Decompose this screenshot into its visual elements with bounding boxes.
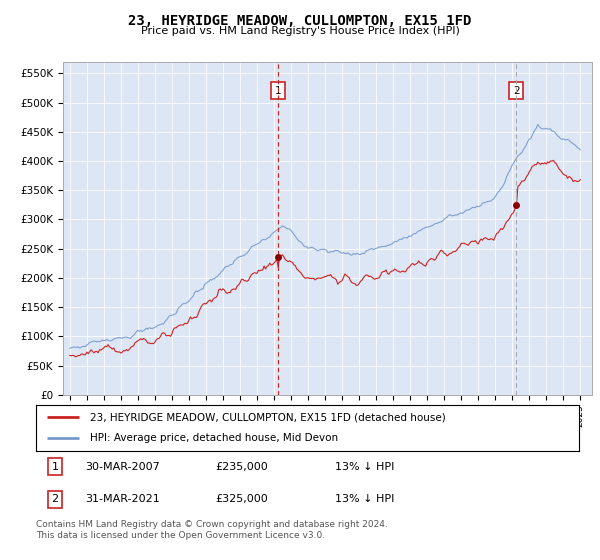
Text: 23, HEYRIDGE MEADOW, CULLOMPTON, EX15 1FD (detached house): 23, HEYRIDGE MEADOW, CULLOMPTON, EX15 1F… xyxy=(91,412,446,422)
Text: 2: 2 xyxy=(52,494,59,505)
Text: Price paid vs. HM Land Registry's House Price Index (HPI): Price paid vs. HM Land Registry's House … xyxy=(140,26,460,36)
Text: HPI: Average price, detached house, Mid Devon: HPI: Average price, detached house, Mid … xyxy=(91,433,338,444)
Text: £325,000: £325,000 xyxy=(215,494,268,505)
Text: 13% ↓ HPI: 13% ↓ HPI xyxy=(335,461,394,472)
Text: £235,000: £235,000 xyxy=(215,461,268,472)
Text: 31-MAR-2021: 31-MAR-2021 xyxy=(85,494,160,505)
Text: Contains HM Land Registry data © Crown copyright and database right 2024.: Contains HM Land Registry data © Crown c… xyxy=(36,520,388,529)
Text: 13% ↓ HPI: 13% ↓ HPI xyxy=(335,494,394,505)
Text: 23, HEYRIDGE MEADOW, CULLOMPTON, EX15 1FD: 23, HEYRIDGE MEADOW, CULLOMPTON, EX15 1F… xyxy=(128,14,472,28)
Text: This data is licensed under the Open Government Licence v3.0.: This data is licensed under the Open Gov… xyxy=(36,531,325,540)
Text: 1: 1 xyxy=(52,461,59,472)
Text: 2: 2 xyxy=(513,86,520,96)
Text: 1: 1 xyxy=(275,86,281,96)
Text: 30-MAR-2007: 30-MAR-2007 xyxy=(85,461,160,472)
